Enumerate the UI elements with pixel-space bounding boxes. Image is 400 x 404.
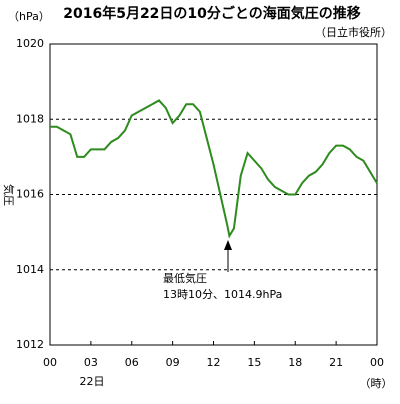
x-date-label: 22日 bbox=[80, 375, 105, 388]
x-tick-label: 00 bbox=[43, 356, 57, 369]
annotation-text: 13時10分、1014.9hPa bbox=[163, 288, 282, 301]
x-tick-label: 06 bbox=[125, 356, 139, 369]
x-tick-label: 09 bbox=[166, 356, 180, 369]
x-tick-label: 12 bbox=[207, 356, 221, 369]
x-tick-label: 03 bbox=[84, 356, 98, 369]
y-unit: （hPa） bbox=[8, 10, 50, 23]
x-tick-label: 15 bbox=[247, 356, 261, 369]
x-tick-label: 21 bbox=[329, 356, 343, 369]
chart-title: 2016年5月22日の10分ごとの海面気圧の推移 bbox=[63, 5, 361, 22]
x-tick-label: 18 bbox=[288, 356, 302, 369]
y-label: 気圧 bbox=[2, 184, 16, 206]
y-tick-label: 1016 bbox=[16, 188, 44, 201]
annotation-arrowhead bbox=[224, 240, 232, 250]
y-tick-label: 1012 bbox=[16, 338, 44, 351]
y-tick-label: 1018 bbox=[16, 112, 44, 125]
line-series bbox=[50, 99, 378, 239]
x-tick-label: 00 bbox=[370, 356, 384, 369]
x-unit: （時） bbox=[360, 377, 393, 390]
y-tick-label: 1014 bbox=[16, 263, 44, 276]
y-tick-label: 1020 bbox=[16, 37, 44, 50]
annotation-title: 最低気圧 bbox=[163, 271, 207, 285]
subtitle: （日立市役所） bbox=[315, 25, 392, 39]
